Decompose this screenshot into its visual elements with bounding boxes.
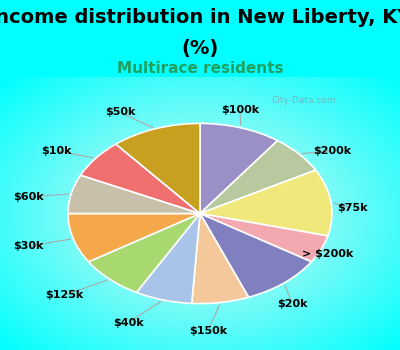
Text: $10k: $10k bbox=[41, 146, 71, 156]
Wedge shape bbox=[136, 214, 200, 303]
Wedge shape bbox=[200, 214, 328, 262]
Wedge shape bbox=[80, 144, 200, 214]
Wedge shape bbox=[116, 124, 200, 214]
Text: $150k: $150k bbox=[189, 326, 227, 336]
Wedge shape bbox=[200, 170, 332, 236]
Text: $40k: $40k bbox=[113, 318, 143, 328]
Text: $125k: $125k bbox=[45, 290, 83, 300]
Text: (%): (%) bbox=[181, 38, 219, 58]
Text: $100k: $100k bbox=[221, 105, 259, 115]
Wedge shape bbox=[68, 175, 200, 214]
Wedge shape bbox=[68, 214, 200, 262]
Wedge shape bbox=[200, 214, 312, 297]
Text: Multirace residents: Multirace residents bbox=[117, 62, 283, 77]
Text: $50k: $50k bbox=[105, 107, 135, 118]
Wedge shape bbox=[88, 214, 200, 293]
Text: $30k: $30k bbox=[13, 241, 43, 251]
Wedge shape bbox=[200, 124, 278, 214]
Text: $75k: $75k bbox=[337, 203, 367, 213]
Text: > $200k: > $200k bbox=[302, 250, 354, 259]
Text: Income distribution in New Liberty, KY: Income distribution in New Liberty, KY bbox=[0, 8, 400, 27]
Wedge shape bbox=[192, 214, 248, 303]
Text: $20k: $20k bbox=[277, 299, 307, 309]
Wedge shape bbox=[200, 141, 316, 214]
Text: City-Data.com: City-Data.com bbox=[272, 96, 337, 105]
Text: $60k: $60k bbox=[13, 192, 43, 202]
Text: $200k: $200k bbox=[313, 146, 351, 156]
